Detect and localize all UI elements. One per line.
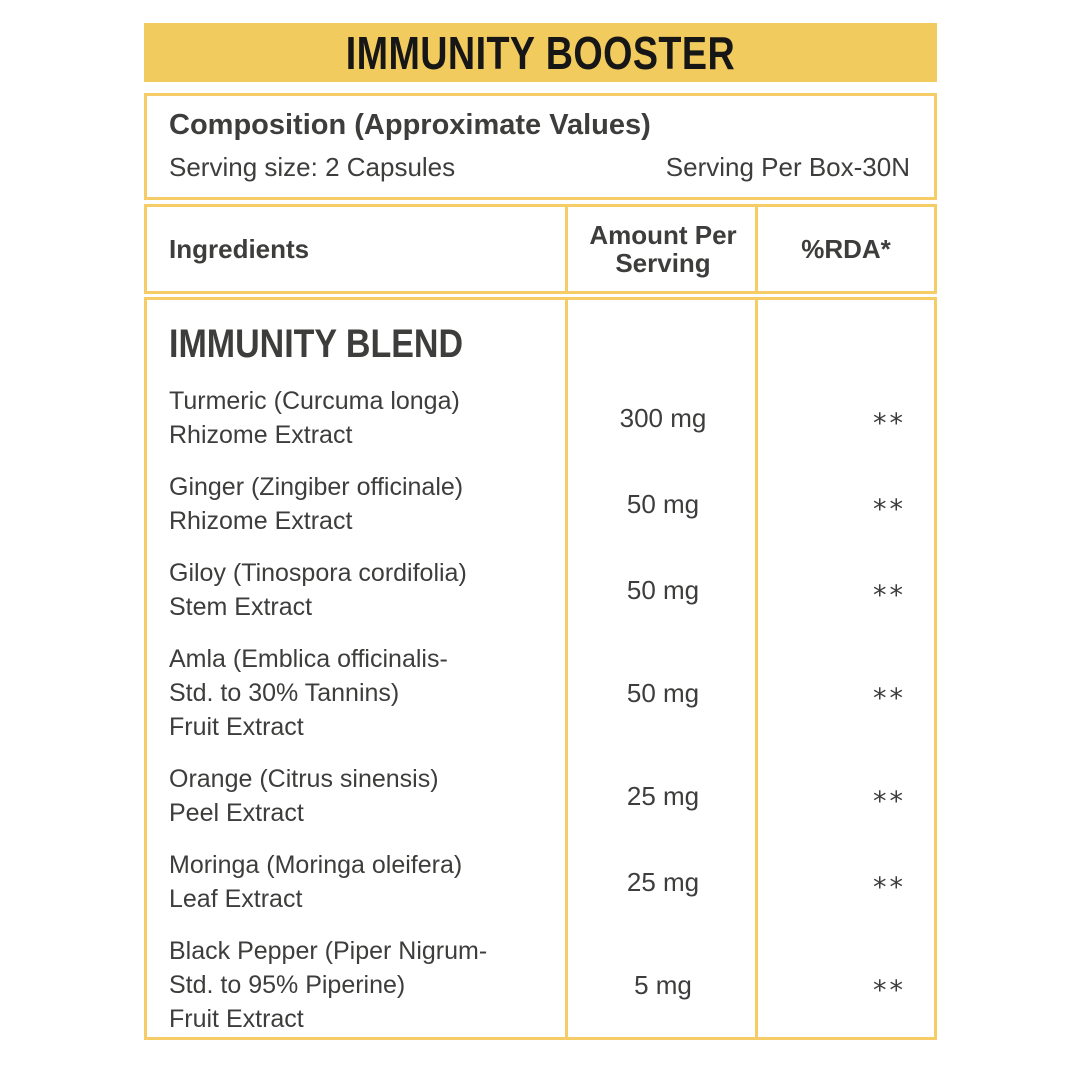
ingredient-amount: 5 mg	[634, 969, 692, 1000]
column-header-ingredients: Ingredients	[169, 233, 310, 264]
serving-info-row: Serving size: 2 Capsules Serving Per Box…	[169, 152, 910, 183]
ingredient-name: Orange (Citrus sinensis) Peel Extract	[169, 765, 439, 827]
composition-box: Composition (Approximate Values) Serving…	[144, 93, 937, 200]
table-header-row: Ingredients Amount Per Serving %RDA*	[147, 207, 934, 291]
table-row: Ginger (Zingiber officinale) Rhizome Ext…	[147, 470, 934, 538]
ingredient-rda-value: **	[873, 493, 906, 525]
ingredient-name: Moringa (Moringa oleifera) Leaf Extract	[169, 851, 463, 913]
column-divider	[755, 207, 758, 291]
table-row: Turmeric (Curcuma longa) Rhizome Extract…	[147, 384, 934, 452]
column-header-amount-per-serving: Amount Per Serving	[589, 219, 737, 278]
serving-per-box-label: Serving Per Box-30N	[665, 151, 910, 182]
column-header-rda: %RDA*	[801, 233, 891, 264]
ingredient-name: Giloy (Tinospora cordifolia) Stem Extrac…	[169, 559, 467, 621]
ingredient-amount: 300 mg	[619, 402, 707, 433]
ingredient-amount: 25 mg	[626, 780, 700, 811]
ingredient-rda-value: **	[873, 579, 906, 611]
section-title-immunity-blend: IMMUNITY BLEND	[169, 322, 464, 366]
ingredient-amount: 50 mg	[626, 488, 700, 519]
composition-title: Composition (Approximate Values)	[169, 109, 651, 141]
column-divider	[755, 300, 758, 1037]
table-row: Giloy (Tinospora cordifolia) Stem Extrac…	[147, 556, 934, 624]
column-divider	[565, 207, 568, 291]
title-banner: IMMUNITY BOOSTER	[144, 23, 937, 82]
ingredient-rda-value: **	[873, 407, 906, 439]
ingredient-name: Turmeric (Curcuma longa) Rhizome Extract	[169, 387, 460, 449]
ingredient-amount: 25 mg	[626, 866, 700, 897]
table-header-box: Ingredients Amount Per Serving %RDA*	[144, 204, 937, 294]
ingredient-rda-value: **	[873, 682, 906, 714]
serving-size-label: Serving size: 2 Capsules	[169, 151, 456, 182]
ingredient-name: Ginger (Zingiber officinale) Rhizome Ext…	[169, 473, 464, 535]
table-row: Amla (Emblica officinalis- Std. to 30% T…	[147, 642, 934, 744]
product-title: IMMUNITY BOOSTER	[345, 26, 736, 79]
column-divider	[565, 300, 568, 1037]
table-row: Black Pepper (Piper Nigrum- Std. to 95% …	[147, 934, 934, 1036]
ingredient-amount: 50 mg	[626, 574, 700, 605]
table-body-box: IMMUNITY BLEND Turmeric (Curcuma longa) …	[144, 297, 937, 1040]
ingredient-rda-value: **	[873, 785, 906, 817]
ingredient-rda-value: **	[873, 974, 906, 1006]
table-row: Orange (Citrus sinensis) Peel Extract 25…	[147, 762, 934, 830]
ingredient-amount: 50 mg	[626, 677, 700, 708]
ingredient-name: Amla (Emblica officinalis- Std. to 30% T…	[169, 645, 448, 741]
table-row: Moringa (Moringa oleifera) Leaf Extract …	[147, 848, 934, 916]
ingredient-rows: Turmeric (Curcuma longa) Rhizome Extract…	[147, 384, 934, 1036]
ingredient-name: Black Pepper (Piper Nigrum- Std. to 95% …	[169, 937, 488, 1033]
ingredient-rda-value: **	[873, 871, 906, 903]
